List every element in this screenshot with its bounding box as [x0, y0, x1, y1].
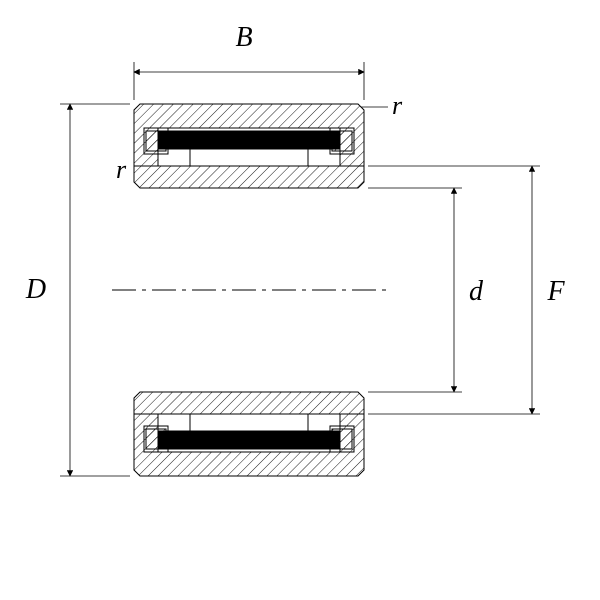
- label-F: F: [546, 276, 565, 307]
- roller-top: [158, 131, 340, 149]
- seal-top-left: [146, 131, 166, 151]
- inner-ring-top: [134, 166, 364, 188]
- label-B: B: [235, 22, 252, 53]
- label-r-top: r: [392, 91, 403, 120]
- label-r-side: r: [116, 155, 127, 184]
- roller-bottom: [158, 431, 340, 449]
- label-D: D: [25, 274, 46, 305]
- label-d: d: [469, 276, 484, 307]
- background: [0, 0, 600, 600]
- seal-bottom-right: [332, 429, 352, 449]
- seal-top-right: [332, 131, 352, 151]
- inner-ring-bottom: [134, 392, 364, 414]
- seal-bottom-left: [146, 429, 166, 449]
- bearing-cross-section: B D d F r r: [0, 0, 600, 600]
